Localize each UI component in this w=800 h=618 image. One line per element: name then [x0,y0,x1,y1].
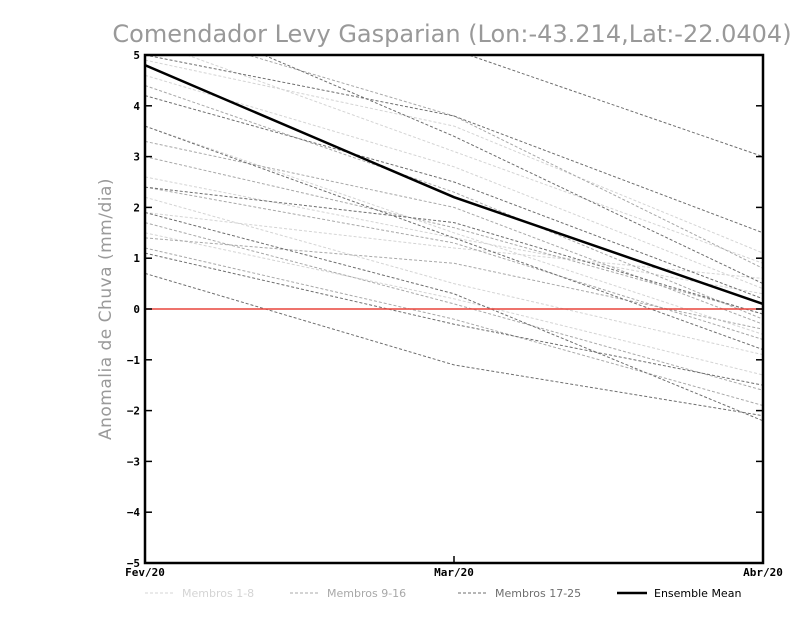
legend: Membros 1-8 Membros 9-16 Membros 17-25 Ense… [145,587,741,600]
member-line-25 [262,55,763,285]
y-tick-label: 0 [133,303,140,316]
x-axis: Fev/20 Mar/20 Abr/20 [125,556,783,579]
y-tick-label: 1 [133,252,140,265]
x-tick-label: Mar/20 [434,566,474,579]
y-tick-label: 3 [133,151,140,164]
member-line-22 [467,55,763,158]
member-line-6 [185,55,763,264]
member-line-11 [145,222,763,391]
legend-label: Membros 1-8 [182,587,254,600]
member-line-14 [145,156,763,315]
y-axis-label: Anomalia de Chuva (mm/dia) [96,178,116,440]
member-line-23 [145,186,763,315]
y-tick-label: −1 [127,354,141,367]
legend-label: Membros 17-25 [495,587,581,600]
member-line-15 [246,55,763,269]
ensemble-mean-line [145,64,763,306]
member-line-4 [145,212,763,279]
member-line-5 [145,232,763,376]
y-tick-label: 5 [133,49,140,62]
x-tick-label: Fev/20 [125,566,165,579]
y-tick-label: −3 [127,455,140,468]
y-tick-label: −4 [127,506,141,519]
series-layer [145,55,763,422]
member-line-13 [145,247,763,406]
y-axis: 5 4 3 2 1 0 −1 −2 −3 −4 −5 [127,49,763,570]
member-line-9 [145,85,763,320]
member-line-16 [145,237,763,330]
y-tick-label: −5 [127,557,140,570]
member-line-3 [145,196,763,356]
chart-title: Comendador Levy Gasparian (Lon:-43.214,L… [112,20,791,48]
member-line-8 [145,74,763,290]
ensemble-mean-layer [145,64,763,306]
member-line-18 [145,55,763,234]
member-line-24 [145,125,763,351]
member-line-19 [145,252,763,386]
member-line-20 [145,272,763,417]
legend-label: Membros 9-16 [327,587,406,600]
y-tick-label: 2 [133,201,140,214]
y-tick-label: −2 [127,405,140,418]
member-line-2 [145,125,763,335]
member-line-21 [145,212,763,422]
member-line-7 [145,176,763,295]
y-tick-label: 4 [133,100,140,113]
member-line-17 [145,95,763,300]
x-tick-label: Abr/20 [743,566,783,579]
member-line-1 [145,59,763,254]
legend-label: Ensemble Mean [654,587,741,600]
